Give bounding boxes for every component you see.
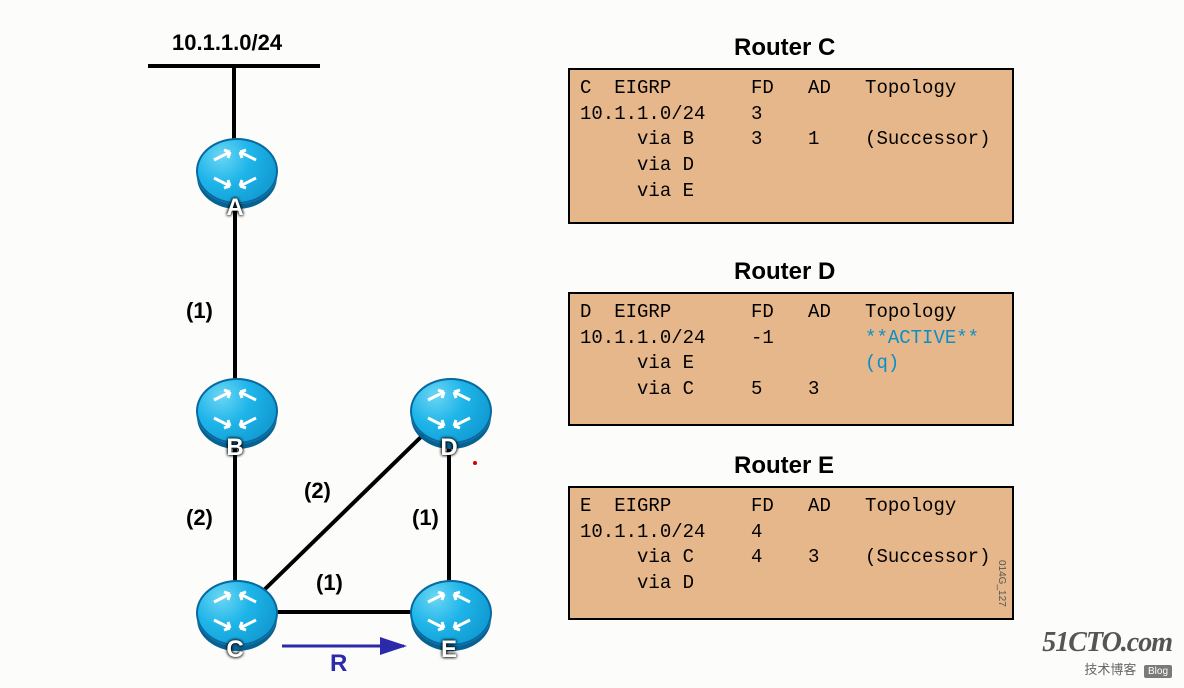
- ether-segment-vbar: [232, 64, 236, 142]
- edge-C-D: [262, 434, 424, 592]
- table-e-title: Router E: [734, 452, 834, 480]
- diagram-stage: 10.1.1.0/24 A B C: [0, 0, 1184, 688]
- watermark-line1: 51CTO.com: [1042, 627, 1172, 659]
- watermark: 51CTO.com 技术博客 Blog: [1042, 627, 1172, 678]
- reply-label: R: [330, 650, 347, 678]
- edge-label-C-D: (2): [304, 478, 331, 504]
- router-label: B: [196, 434, 274, 462]
- router-label: E: [410, 636, 488, 664]
- router-label: A: [196, 194, 274, 222]
- router-C: C: [196, 580, 274, 658]
- table-d-title: Router D: [734, 258, 835, 286]
- edge-label-C-E: (1): [316, 570, 343, 596]
- subnet-label: 10.1.1.0/24: [172, 30, 282, 56]
- router-A: A: [196, 138, 274, 216]
- router-E: E: [410, 580, 488, 658]
- router-D: D: [410, 378, 488, 456]
- router-B: B: [196, 378, 274, 456]
- router-label: C: [196, 636, 274, 664]
- table-c: C EIGRP FD AD Topology 10.1.1.0/24 3 via…: [568, 68, 1014, 224]
- table-c-title: Router C: [734, 34, 835, 62]
- watermark-line2: 技术博客 Blog: [1042, 659, 1172, 678]
- table-d: D EIGRP FD AD Topology 10.1.1.0/24 -1 **…: [568, 292, 1014, 426]
- edge-label-A-B: (1): [186, 298, 213, 324]
- table-e: E EIGRP FD AD Topology 10.1.1.0/24 4 via…: [568, 486, 1014, 620]
- edge-label-B-C: (2): [186, 505, 213, 531]
- edge-label-D-E: (1): [412, 505, 439, 531]
- router-label: D: [410, 434, 488, 462]
- image-id: 014G_127: [996, 560, 1007, 607]
